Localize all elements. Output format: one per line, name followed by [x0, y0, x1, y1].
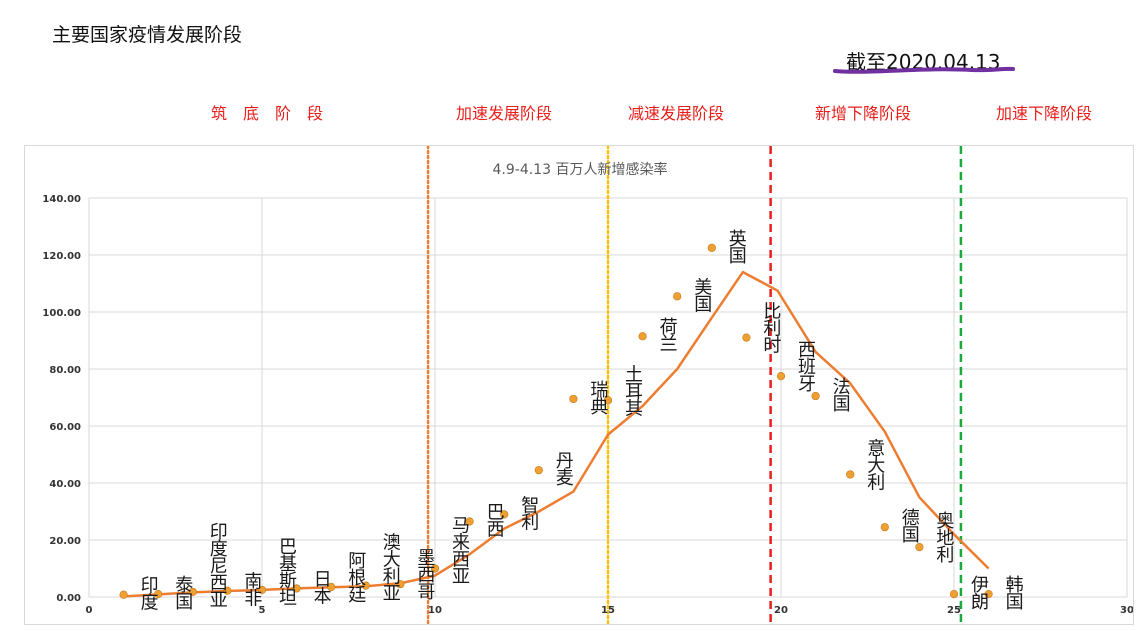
country-label: 意大利 [867, 438, 885, 493]
x-tick-label: 25 [947, 605, 961, 616]
stage-label-accelerating-decline: 加速下降阶段 [996, 104, 1093, 123]
country-label: 奥地利 [936, 511, 954, 566]
country-label: 印度尼西亚 [210, 522, 228, 611]
country-label: 西班牙 [798, 340, 816, 395]
data-point [223, 586, 232, 595]
country-label: 阿根廷 [348, 551, 366, 606]
chart-title: 4.9-4.13 百万人新增感染率 [493, 161, 668, 178]
data-point [603, 396, 613, 405]
country-label: 丹麦 [556, 451, 574, 489]
page-title: 主要国家疫情发展阶段 [52, 24, 243, 46]
trend-line [123, 270, 990, 598]
y-tick-label: 100.00 [42, 308, 81, 319]
country-label: 马来西亚 [452, 516, 470, 588]
infection-rate-chart: 印度泰国印度尼西亚南非巴基斯坦日本阿根廷澳大利亚墨西哥马来西亚巴西智利丹麦瑞典土… [42, 146, 1133, 624]
country-labels: 印度泰国印度尼西亚南非巴基斯坦日本阿根廷澳大利亚墨西哥马来西亚巴西智利丹麦瑞典土… [141, 229, 1024, 614]
y-tick-label: 20.00 [49, 536, 81, 547]
stage-label-decelerating-growth: 减速发展阶段 [628, 104, 725, 123]
data-point [327, 582, 336, 592]
country-label: 印度 [141, 576, 159, 614]
x-tick-label: 5 [259, 605, 266, 616]
y-tick-label: 60.00 [49, 422, 81, 433]
country-label: 伊朗 [971, 575, 989, 613]
country-label: 德国 [902, 508, 920, 546]
x-tick-label: 20 [774, 605, 788, 616]
country-label: 南非 [244, 572, 262, 610]
country-label: 日本 [314, 569, 332, 607]
data-point [811, 391, 820, 401]
country-label: 墨西哥 [417, 548, 435, 603]
data-point [188, 587, 197, 596]
country-label: 澳大利亚 [383, 533, 401, 605]
data-point [949, 590, 959, 599]
data-point [569, 394, 578, 404]
data-point [880, 523, 889, 532]
trend-line-layer [123, 270, 990, 598]
country-label: 英国 [729, 229, 747, 267]
country-label: 韩国 [1006, 575, 1024, 613]
y-tick-label: 0.00 [56, 593, 81, 604]
data-point [465, 517, 474, 526]
country-label: 巴基斯坦 [279, 537, 297, 609]
data-point [742, 333, 751, 342]
stage-label-new-cases-declining: 新增下降阶段 [815, 104, 912, 123]
data-point [361, 581, 370, 590]
country-label: 土耳其 [625, 364, 643, 419]
data-point [396, 580, 405, 589]
data-point [257, 585, 267, 594]
data-points [119, 243, 993, 599]
data-point [534, 466, 543, 475]
y-tick-label: 40.00 [49, 479, 81, 490]
y-tick-label: 140.00 [42, 194, 81, 205]
data-point [984, 590, 993, 599]
data-point [638, 332, 647, 341]
country-label: 智利 [521, 495, 539, 533]
country-label: 巴西 [487, 502, 505, 540]
data-point [119, 590, 128, 599]
country-label: 泰国 [175, 575, 193, 613]
x-tick-label: 0 [86, 605, 93, 616]
x-tick-label: 10 [428, 605, 442, 616]
data-point [673, 292, 682, 301]
x-tick-label: 15 [601, 605, 615, 616]
country-label: 荷兰 [660, 317, 678, 355]
data-point [292, 584, 301, 593]
x-tick-label: 30 [1120, 605, 1133, 616]
y-tick-label: 120.00 [42, 251, 81, 262]
data-point [430, 564, 440, 573]
date-underline-mark [833, 66, 1015, 74]
data-point [915, 543, 924, 552]
country-label: 瑞典 [590, 380, 608, 418]
country-label: 美国 [694, 277, 712, 315]
chart-area: 印度 泰国 印度尼西亚 南非 巴基斯坦 日本 阿根廷 澳大利亚 墨西哥 马来西亚 巴西 智利 丹麦 瑞典土… [24, 145, 1134, 625]
y-tick-label: 80.00 [49, 365, 81, 376]
stage-dividers [426, 146, 963, 624]
country-label: 比利时 [763, 302, 781, 357]
stage-label-accelerating-growth: 加速发展阶段 [456, 104, 553, 123]
data-point [776, 372, 786, 381]
axes: 0.00 20.00 40.00 60.00 80.00 100.00 120.00 140.… [42, 194, 1133, 616]
data-point [500, 510, 509, 519]
country-label: 法国 [833, 377, 851, 415]
data-point [707, 243, 716, 252]
stage-label-bottoming: 筑 底 阶 段 [211, 104, 324, 123]
data-point [154, 590, 163, 599]
data-point [846, 470, 855, 479]
